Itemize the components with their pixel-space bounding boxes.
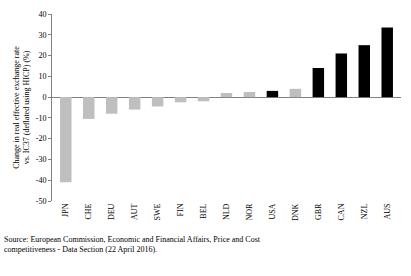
- svg-text:NOR: NOR: [245, 203, 254, 221]
- svg-text:GBR: GBR: [314, 203, 323, 220]
- svg-text:AUT: AUT: [130, 203, 139, 220]
- svg-text:NLD: NLD: [222, 203, 231, 220]
- svg-text:-10: -10: [36, 114, 47, 123]
- svg-text:10: 10: [38, 72, 46, 81]
- svg-text:Source: European Commission, E: Source: European Commission, Economic an…: [4, 235, 261, 254]
- svg-text:CAN: CAN: [337, 203, 346, 220]
- svg-text:-50: -50: [36, 197, 47, 206]
- svg-text:20: 20: [38, 51, 46, 60]
- svg-text:40: 40: [38, 10, 46, 19]
- svg-text:NZL: NZL: [360, 203, 369, 219]
- svg-text:-30: -30: [36, 155, 47, 164]
- svg-text:FIN: FIN: [176, 203, 185, 216]
- svg-text:JPN: JPN: [61, 203, 70, 217]
- svg-text:USA: USA: [268, 203, 277, 219]
- svg-text:Change in real effective excha: Change in real effective exchange ratevs…: [12, 46, 31, 169]
- svg-text:DNK: DNK: [291, 203, 300, 221]
- svg-text:CHE: CHE: [84, 203, 93, 219]
- svg-text:BEL: BEL: [199, 203, 208, 218]
- svg-text:SWE: SWE: [153, 203, 162, 220]
- svg-text:-20: -20: [36, 134, 47, 143]
- svg-text:-40: -40: [36, 176, 47, 185]
- svg-text:AUS: AUS: [383, 204, 392, 220]
- svg-text:30: 30: [38, 31, 46, 40]
- svg-text:DEU: DEU: [107, 203, 116, 220]
- svg-text:0: 0: [42, 93, 46, 102]
